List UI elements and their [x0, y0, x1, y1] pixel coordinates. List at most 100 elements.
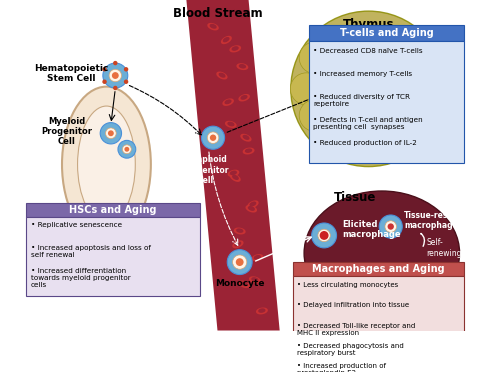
Polygon shape: [232, 47, 238, 50]
Text: Elicited
macrophage: Elicited macrophage: [342, 219, 400, 239]
Polygon shape: [241, 96, 247, 99]
Polygon shape: [208, 23, 218, 30]
Circle shape: [343, 116, 367, 141]
FancyBboxPatch shape: [293, 276, 464, 372]
Polygon shape: [233, 241, 243, 248]
Circle shape: [385, 221, 396, 232]
Circle shape: [348, 68, 380, 100]
FancyBboxPatch shape: [26, 203, 200, 217]
Circle shape: [410, 55, 442, 87]
FancyBboxPatch shape: [293, 262, 464, 276]
Polygon shape: [250, 277, 260, 283]
Circle shape: [290, 73, 322, 105]
Text: Lymphoid
Progenitor
Cell: Lymphoid Progenitor Cell: [182, 155, 229, 185]
Text: CD8+ T-cell: CD8+ T-cell: [328, 58, 382, 68]
Text: HSCs and Aging: HSCs and Aging: [70, 205, 157, 215]
Polygon shape: [223, 99, 233, 105]
FancyArrowPatch shape: [421, 234, 424, 246]
Circle shape: [108, 130, 114, 136]
Text: • Decreased CD8 naïve T-cells: • Decreased CD8 naïve T-cells: [314, 48, 423, 54]
Polygon shape: [186, 0, 280, 330]
FancyBboxPatch shape: [26, 217, 200, 296]
Polygon shape: [233, 175, 238, 179]
Circle shape: [312, 223, 336, 248]
Circle shape: [299, 42, 331, 74]
Polygon shape: [246, 149, 252, 152]
Text: • Increased apoptosis and loss of
self renewal: • Increased apoptosis and loss of self r…: [31, 245, 151, 258]
Circle shape: [379, 68, 411, 100]
Text: • Defects in T-cell and antigen
presenting cell  synapses: • Defects in T-cell and antigen presenti…: [314, 117, 423, 130]
Text: • Decreased phagocytosis and
respiratory burst: • Decreased phagocytosis and respiratory…: [298, 343, 404, 356]
Circle shape: [326, 95, 358, 127]
Circle shape: [388, 42, 420, 74]
Text: • Increased production of
prostaglandin E2: • Increased production of prostaglandin …: [298, 363, 386, 372]
Circle shape: [113, 86, 117, 90]
Circle shape: [352, 81, 358, 88]
Circle shape: [124, 147, 130, 152]
Circle shape: [210, 135, 216, 141]
Polygon shape: [225, 100, 231, 103]
Polygon shape: [230, 46, 240, 52]
Polygon shape: [244, 148, 254, 154]
Polygon shape: [241, 134, 251, 141]
Circle shape: [379, 215, 402, 238]
Circle shape: [320, 231, 328, 240]
Polygon shape: [259, 309, 264, 312]
Polygon shape: [240, 65, 246, 68]
Circle shape: [208, 132, 219, 144]
Polygon shape: [242, 282, 247, 286]
Polygon shape: [254, 256, 260, 259]
Circle shape: [349, 123, 362, 135]
Polygon shape: [244, 135, 249, 139]
Text: Macrophages and Aging: Macrophages and Aging: [312, 264, 444, 274]
Text: Bone Marrow: Bone Marrow: [28, 218, 106, 228]
Circle shape: [317, 60, 349, 92]
Text: • Replicative senescence: • Replicative senescence: [31, 222, 122, 228]
Text: CD4+ T-cell: CD4+ T-cell: [328, 149, 382, 158]
Polygon shape: [228, 122, 234, 126]
Ellipse shape: [304, 191, 460, 315]
Polygon shape: [230, 171, 236, 174]
Text: • Reduced diversity of TCR
repertoire: • Reduced diversity of TCR repertoire: [314, 94, 410, 107]
Ellipse shape: [78, 106, 136, 223]
Polygon shape: [237, 229, 242, 232]
Polygon shape: [224, 38, 229, 42]
Circle shape: [124, 80, 128, 84]
Circle shape: [102, 67, 107, 71]
Circle shape: [106, 128, 116, 139]
Polygon shape: [237, 64, 248, 70]
Circle shape: [228, 250, 252, 275]
Text: • Decreased Toll-like receptor and
MHC II expression: • Decreased Toll-like receptor and MHC I…: [298, 323, 416, 336]
Circle shape: [299, 99, 331, 131]
Polygon shape: [250, 202, 256, 206]
Circle shape: [320, 232, 328, 239]
Polygon shape: [228, 170, 238, 176]
Polygon shape: [248, 207, 254, 210]
Text: Myeloid
Progenitor
Cell: Myeloid Progenitor Cell: [41, 116, 92, 147]
Polygon shape: [252, 278, 258, 281]
Text: Tissue-resident
macrophage: Tissue-resident macrophage: [404, 211, 471, 230]
Circle shape: [374, 124, 406, 156]
Text: • Increased memory T-cells: • Increased memory T-cells: [314, 71, 412, 77]
Circle shape: [343, 72, 367, 97]
Circle shape: [112, 72, 118, 79]
Polygon shape: [239, 94, 249, 101]
Text: Thymus: Thymus: [343, 18, 394, 31]
Circle shape: [312, 122, 344, 154]
Polygon shape: [222, 36, 231, 44]
Circle shape: [102, 80, 107, 84]
Circle shape: [344, 124, 376, 156]
Text: Self-
renewing: Self- renewing: [426, 238, 462, 257]
Circle shape: [236, 258, 244, 266]
Text: Hematopoietic
Stem Cell: Hematopoietic Stem Cell: [34, 64, 108, 83]
Circle shape: [202, 126, 224, 149]
Polygon shape: [256, 308, 267, 314]
Circle shape: [318, 229, 330, 242]
Text: Blood Stream: Blood Stream: [172, 7, 262, 20]
Circle shape: [103, 63, 128, 88]
Circle shape: [406, 77, 438, 109]
Circle shape: [349, 78, 362, 91]
Polygon shape: [230, 174, 240, 181]
Circle shape: [109, 69, 122, 82]
Circle shape: [388, 223, 394, 230]
